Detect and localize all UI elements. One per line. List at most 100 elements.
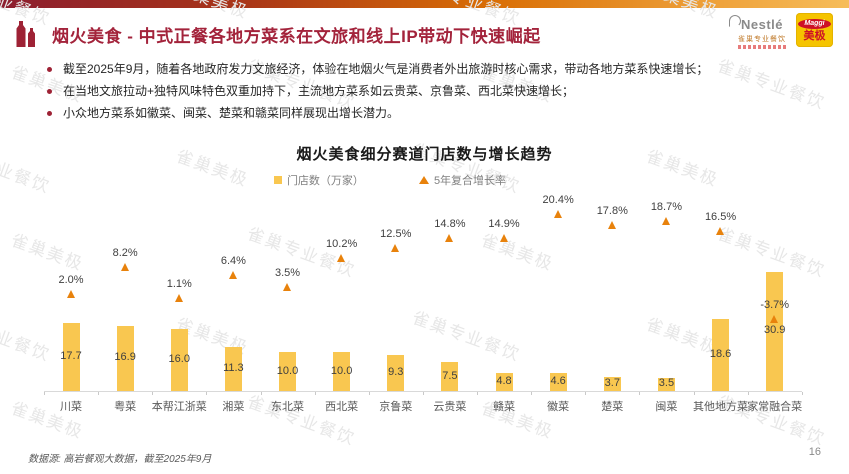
cagr-triangle-marker [770, 314, 779, 323]
bar-value-label: 11.3 [223, 362, 244, 375]
brand-logos: Nestlé 雀巢专业餐饮 Maggi 美极 [729, 13, 833, 49]
page-number: 16 [808, 446, 821, 458]
legend-label: 5年复合增长率 [433, 175, 507, 187]
store-count-bar [170, 329, 188, 391]
legend-label: 门店数（万家） [286, 175, 364, 187]
cagr-value-label: 2.0% [58, 274, 84, 286]
store-count-bar [387, 355, 405, 391]
bullet-item: 在当地文旅拉动+独特风味特色双重加持下，主流地方菜系如云贵菜、京鲁菜、西北菜快速… [45, 84, 835, 99]
cagr-triangle-marker [499, 233, 508, 242]
x-axis-tick [44, 392, 45, 395]
bar-value-label: 4.6 [550, 375, 566, 388]
page-title: 烟火美食 - 中式正餐各地方菜系在文旅和线上IP带动下快速崛起 [52, 26, 541, 46]
maggi-logo: Maggi 美极 [796, 13, 833, 47]
cagr-triangle-marker [174, 293, 183, 302]
x-axis-tick [477, 392, 479, 395]
x-axis-tick [585, 392, 587, 395]
cagr-value-label: 8.2% [112, 247, 138, 260]
nestle-logo: Nestlé 雀巢专业餐饮 [729, 13, 786, 49]
bar-value-label: 10.0 [276, 364, 299, 377]
category-label: 其他地方菜 [693, 401, 749, 413]
category-label: 赣菜 [493, 401, 516, 413]
store-count-bar [495, 372, 513, 391]
category-label: 本帮江浙菜 [151, 401, 207, 413]
store-count-bar [549, 373, 567, 391]
store-count-bar [603, 376, 621, 391]
cagr-value-label: 20.4% [542, 194, 574, 207]
category-label: 东北菜 [271, 401, 305, 413]
x-axis-tick [368, 392, 370, 395]
chart-title: 烟火美食细分赛道门店数与增长趋势 [296, 146, 553, 163]
store-count-bar [766, 271, 784, 391]
data-source-note: 数据源: 高岩餐观大数据，截至2025年9月 [28, 454, 212, 465]
bar-value-label: 7.5 [442, 369, 458, 382]
store-count-bar [712, 319, 730, 391]
x-axis-tick [206, 392, 208, 395]
cagr-triangle-marker [337, 254, 346, 263]
cagr-value-label: 18.7% [650, 201, 683, 214]
cagr-value-label: 14.9% [488, 217, 520, 230]
category-label: 湘菜 [222, 401, 245, 413]
bar-value-label: 16.0 [168, 353, 190, 366]
bar-value-label: 17.7 [60, 349, 82, 362]
cagr-value-label: 1.1% [166, 277, 192, 290]
x-axis-tick [693, 392, 695, 395]
legend-item-stores: 门店数（万家） [273, 172, 364, 188]
chart-legend: 门店数（万家） 5年复合增长率 [0, 172, 780, 188]
x-axis-tick [639, 392, 641, 395]
bar-value-label: 3.5 [658, 377, 675, 390]
category-label: 徽菜 [547, 401, 570, 413]
bar-value-label: 9.3 [388, 366, 404, 379]
cagr-triangle-marker [445, 234, 454, 243]
cagr-value-label: 10.2% [326, 238, 358, 251]
sauce-bottles-icon [16, 21, 35, 47]
category-label: 川菜 [60, 401, 82, 413]
x-axis-tick [531, 392, 533, 395]
store-count-bar [279, 352, 297, 391]
category-label: 京鲁菜 [379, 401, 413, 413]
cagr-triangle-marker [391, 244, 400, 253]
cagr-value-label: 6.4% [220, 254, 246, 267]
store-count-bar [224, 347, 242, 391]
x-axis-tick [314, 392, 316, 395]
category-label: 家常融合菜 [747, 401, 803, 413]
cagr-value-label: 14.8% [434, 218, 466, 231]
summary-bullet-list: 截至2025年9月，随着各地政府发力文旅经济，体验在地烟火气是消费者外出旅游时核… [45, 62, 835, 128]
maggi-chinese-label: 美极 [803, 29, 826, 42]
cagr-value-label: 16.5% [704, 211, 737, 223]
cagr-value-label: 12.5% [380, 228, 412, 241]
bar-value-label: 18.6 [709, 348, 732, 361]
category-label: 闽菜 [655, 401, 678, 413]
bullet-item: 小众地方菜系如徽菜、闽菜、楚菜和赣菜同样展现出增长潜力。 [45, 106, 835, 121]
category-label: 云贵菜 [433, 401, 467, 413]
cagr-triangle-marker [607, 221, 616, 230]
cagr-triangle-marker [661, 217, 670, 226]
store-count-bar [116, 325, 134, 391]
bar-value-label: 30.9 [763, 324, 786, 337]
category-label: 楚菜 [601, 401, 624, 413]
maggi-wordmark: Maggi [798, 18, 831, 29]
nestle-sub-label: 雀巢专业餐饮 [738, 36, 786, 43]
x-axis-tick [747, 392, 749, 395]
cagr-triangle-marker [66, 290, 75, 298]
x-axis-line [44, 391, 802, 392]
legend-item-cagr: 5年复合增长率 [418, 172, 507, 188]
bar-value-label: 10.0 [330, 364, 353, 377]
x-axis-tick [260, 392, 262, 395]
top-gradient-bar [0, 0, 849, 8]
cagr-triangle-marker [553, 210, 562, 219]
x-axis-tick [98, 392, 100, 395]
triangle-swatch-icon [418, 176, 429, 184]
cagr-value-label: 3.5% [274, 267, 301, 280]
x-axis-tick [422, 392, 424, 395]
cagr-triangle-marker [716, 227, 725, 235]
cagr-triangle-marker [120, 263, 129, 272]
slide-header: 烟火美食 - 中式正餐各地方菜系在文旅和线上IP带动下快速崛起 [14, 20, 541, 48]
nestle-tagline-microtext [738, 45, 786, 49]
store-count-bar [62, 322, 80, 391]
x-axis-tick [801, 392, 803, 395]
bullet-item: 截至2025年9月，随着各地政府发力文旅经济，体验在地烟火气是消费者外出旅游时核… [45, 62, 835, 77]
bar-swatch-icon [273, 176, 282, 184]
cagr-value-label: 17.8% [596, 205, 628, 218]
